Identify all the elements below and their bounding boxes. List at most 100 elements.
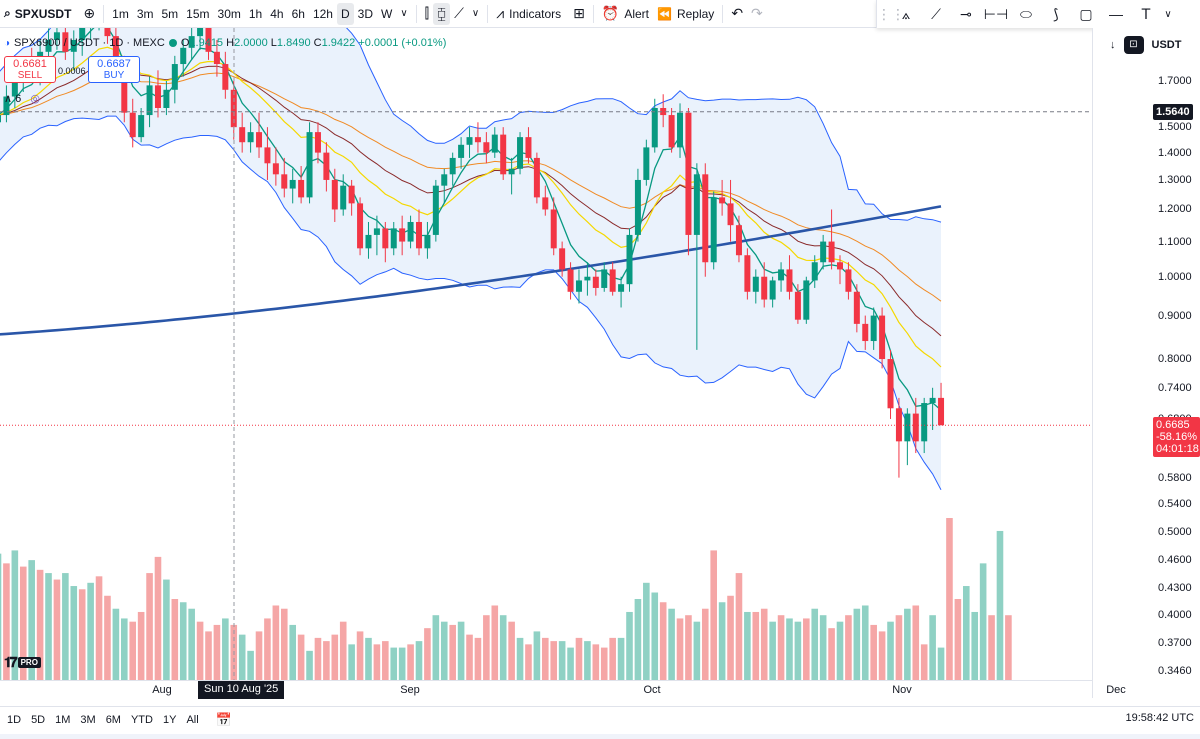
- candle-body: [761, 276, 768, 300]
- indicators-button[interactable]: ⩘ Indicators: [492, 3, 565, 25]
- price-axis[interactable]: [1092, 28, 1200, 698]
- symbol-search-button[interactable]: ⌕ SPXUSDT: [0, 6, 79, 21]
- crosshair-date-label: Sun 10 Aug '25: [198, 681, 285, 699]
- currency-selector[interactable]: USDT: [1151, 39, 1182, 51]
- candle: [138, 108, 145, 143]
- interval-1h[interactable]: 1h: [248, 6, 263, 21]
- candle-body: [592, 276, 599, 288]
- candle-body: [542, 197, 549, 210]
- candle-body: [466, 137, 473, 145]
- candle-body: [921, 403, 928, 442]
- candle-body: [895, 408, 902, 442]
- redo-icon[interactable]: ↷: [751, 5, 763, 21]
- text-tool-icon[interactable]: Ｔ: [1139, 6, 1153, 22]
- volume-bar: [735, 573, 743, 680]
- volume-bar: [499, 615, 507, 680]
- interval-3m[interactable]: 3m: [136, 6, 154, 21]
- rectangle-tool-icon[interactable]: ▢: [1079, 5, 1093, 22]
- alert-button[interactable]: ⏰ Alert: [598, 3, 653, 25]
- range-all[interactable]: All: [186, 713, 199, 726]
- undo-icon[interactable]: ↶: [731, 5, 744, 21]
- main-chart-pane[interactable]: [0, 28, 1092, 680]
- volume-bar: [11, 550, 19, 680]
- chevron-down-icon[interactable]: ∨: [471, 8, 480, 19]
- candle-body: [904, 413, 911, 442]
- range-5d[interactable]: 5D: [31, 713, 46, 726]
- bar-chart-type-icon[interactable]: ⫿: [424, 5, 430, 21]
- indicators-label: Indicators: [509, 6, 562, 21]
- candle-body: [517, 137, 524, 169]
- candle-body: [601, 269, 608, 288]
- trend-line-tool-icon[interactable]: ⟋: [931, 5, 941, 22]
- chevron-down-icon[interactable]: ∨: [400, 8, 408, 19]
- range-6m[interactable]: 6M: [105, 713, 121, 726]
- candle: [567, 262, 574, 300]
- buy-button[interactable]: 0.6687 BUY: [88, 56, 140, 83]
- candle-body: [550, 209, 557, 249]
- candle: [837, 255, 843, 285]
- range-ytd[interactable]: YTD: [130, 713, 153, 726]
- range-1m[interactable]: 1M: [55, 713, 71, 726]
- candle: [862, 315, 869, 350]
- candlestick-chart-icon[interactable]: ⧮: [433, 2, 451, 25]
- arrow-down-icon[interactable]: ↓: [1110, 39, 1116, 51]
- candle-body: [79, 28, 86, 40]
- date-range-tool-icon[interactable]: ⊢⊣: [983, 5, 1009, 22]
- lock-scale-icon[interactable]: ⊡: [1123, 36, 1144, 54]
- candle: [323, 142, 330, 192]
- interval-5m[interactable]: 5m: [161, 6, 179, 21]
- horizontal-ray-tool-icon[interactable]: ⊸: [960, 5, 972, 22]
- sell-button[interactable]: 0.6681 SELL: [4, 56, 56, 83]
- candle-body: [500, 134, 507, 175]
- legend-title[interactable]: SPX6900 / USDT · 1D · MEXC: [14, 37, 165, 49]
- volume-bar: [525, 644, 532, 680]
- volume-bar: [491, 605, 499, 680]
- compare-symbol-icon[interactable]: ⊕: [83, 5, 96, 21]
- volume-bar: [710, 550, 717, 680]
- line-chart-icon[interactable]: ⟋: [454, 5, 464, 21]
- drag-handle-icon[interactable]: ⋮⋮: [877, 5, 905, 22]
- interval-3d[interactable]: 3D: [357, 6, 373, 21]
- volume-bar: [36, 569, 44, 680]
- candle: [634, 168, 641, 242]
- high-value: 2.0000: [234, 37, 268, 49]
- interval-30m[interactable]: 30m: [217, 6, 241, 21]
- chart-legend: ◑ SPX6900 / USDT · 1D · MEXC O1.9415 H2.…: [4, 37, 446, 49]
- utc-clock[interactable]: 19:58:42 UTC: [1125, 712, 1194, 724]
- volume-bar: [179, 602, 187, 680]
- horizontal-scrollbar[interactable]: [0, 734, 1200, 739]
- candle-body: [239, 127, 246, 143]
- interval-12h[interactable]: 12h: [312, 6, 333, 21]
- candle-body: [912, 413, 919, 442]
- range-1y[interactable]: 1Y: [162, 713, 177, 726]
- interval-d[interactable]: D: [336, 2, 354, 25]
- indicator-toggle[interactable]: ∧ 6 ◎: [4, 92, 40, 105]
- range-1d[interactable]: 1D: [7, 713, 22, 726]
- ellipse-tool-icon[interactable]: ⬭: [1020, 5, 1032, 22]
- volume-bar: [415, 641, 423, 680]
- pattern-tool-icon[interactable]: ⟑: [901, 5, 911, 22]
- layouts-grid-icon[interactable]: ⊞: [573, 5, 585, 21]
- market-open-status-icon: [168, 39, 177, 47]
- overlay-lines-layer: [0, 28, 1092, 680]
- range-3m[interactable]: 3M: [80, 713, 96, 726]
- volume-bar: [483, 615, 490, 680]
- chevron-down-icon[interactable]: ∨: [1164, 8, 1172, 20]
- horizontal-line-tool-icon[interactable]: —: [1109, 6, 1123, 22]
- tradingview-logo[interactable]: 𝟏𝟕 PRO: [4, 654, 41, 670]
- interval-15m[interactable]: 15m: [186, 6, 210, 21]
- bollinger-band-fill: [0, 28, 941, 490]
- interval-4h[interactable]: 4h: [270, 6, 284, 21]
- interval-6h[interactable]: 6h: [291, 6, 305, 21]
- volume-bar: [62, 573, 69, 680]
- calendar-icon[interactable]: 📅: [215, 711, 232, 727]
- candle: [416, 209, 422, 256]
- interval-w[interactable]: W: [380, 6, 393, 21]
- time-axis[interactable]: [0, 680, 1092, 700]
- low-value: 1.8490: [276, 37, 311, 49]
- replay-button[interactable]: ⏪ Replay: [653, 3, 718, 25]
- path-tool-icon[interactable]: ⟆: [1053, 5, 1059, 22]
- candle-body: [306, 132, 313, 198]
- candle-body: [213, 51, 220, 65]
- interval-1m[interactable]: 1m: [112, 6, 129, 21]
